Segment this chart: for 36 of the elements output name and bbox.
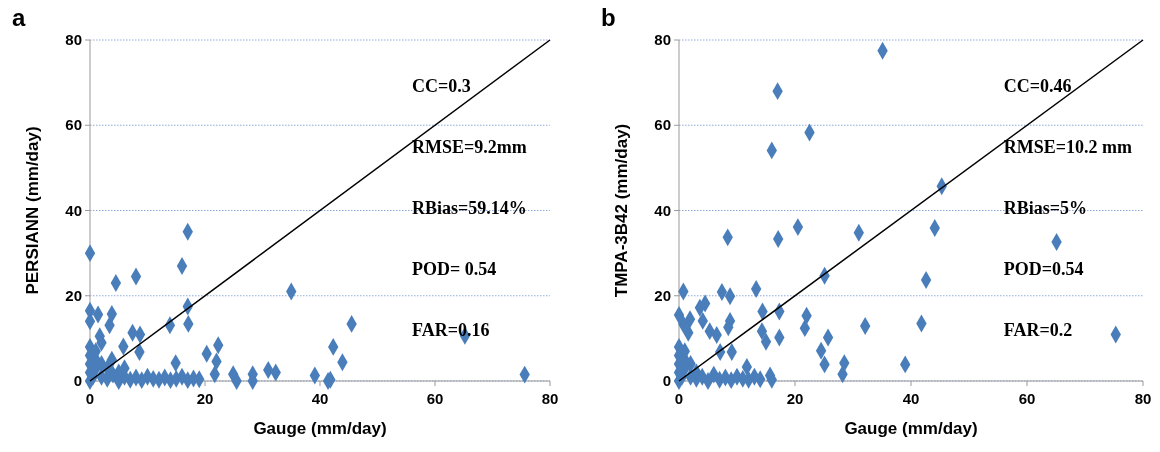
annotation: RMSE=10.2 mm	[1003, 137, 1133, 157]
x-tick-label: 80	[1134, 390, 1152, 407]
y-tick-label: 40	[654, 201, 671, 219]
y-tick-label: 40	[65, 201, 82, 219]
x-tick-label: 20	[786, 390, 804, 407]
annotation: CC=0.3	[412, 76, 471, 96]
y-tick-label: 0	[662, 372, 671, 389]
y-tick-label: 60	[654, 116, 671, 134]
annotation: RBias=5%	[1003, 198, 1088, 218]
y-tick-label: 20	[654, 286, 671, 304]
x-axis-title: Gauge (mm/day)	[253, 419, 387, 438]
y-axis-title: TMPA-3B42 (mm/day)	[612, 123, 631, 298]
y-axis-title: PERSIANN (mm/day)	[23, 126, 42, 295]
annotation: RBias=59.14%	[412, 198, 527, 218]
x-tick-label: 0	[674, 390, 684, 407]
x-tick-label: 40	[311, 390, 329, 407]
chart-title: a	[12, 4, 26, 31]
x-tick-label: 0	[85, 390, 95, 407]
x-tick-label: 80	[541, 390, 559, 407]
y-tick-label: 0	[73, 372, 82, 389]
y-tick-label: 20	[65, 286, 82, 304]
annotation: POD= 0.54	[412, 259, 497, 279]
x-tick-label: 20	[196, 390, 214, 407]
annotation: CC=0.46	[1003, 76, 1072, 96]
y-tick-label: 80	[654, 31, 671, 48]
x-axis-title: Gauge (mm/day)	[844, 419, 978, 438]
x-tick-label: 60	[1018, 390, 1036, 407]
y-tick-label: 80	[65, 31, 82, 48]
annotation: FAR=0.16	[412, 320, 490, 340]
annotation: POD=0.54	[1003, 259, 1084, 279]
chart-title: b	[601, 4, 616, 31]
annotation: RMSE=9.2mm	[412, 137, 527, 157]
x-tick-label: 60	[426, 390, 444, 407]
y-tick-label: 60	[65, 116, 82, 134]
annotation: FAR=0.2	[1003, 320, 1073, 340]
x-tick-label: 40	[902, 390, 920, 407]
